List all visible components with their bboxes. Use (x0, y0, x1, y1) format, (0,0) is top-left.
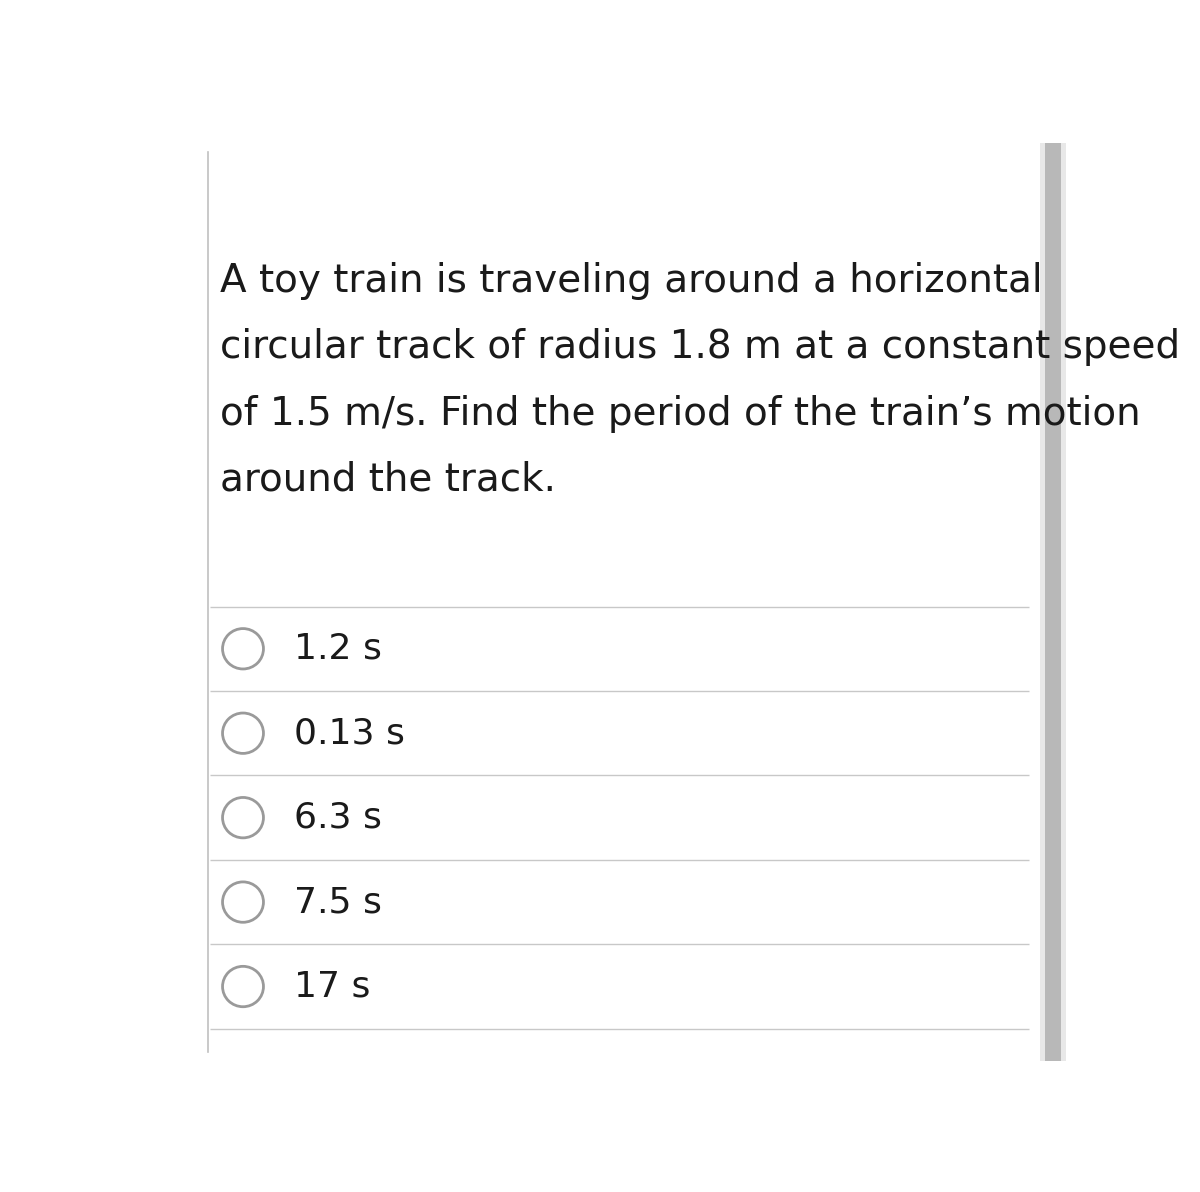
Text: around the track.: around the track. (220, 460, 556, 498)
Text: 17 s: 17 s (294, 969, 371, 1004)
Text: 1.2 s: 1.2 s (294, 632, 382, 666)
Text: 0.13 s: 0.13 s (294, 716, 406, 750)
Text: circular track of radius 1.8 m at a constant speed: circular track of radius 1.8 m at a cons… (220, 329, 1180, 366)
Text: 6.3 s: 6.3 s (294, 801, 382, 834)
Text: 7.5 s: 7.5 s (294, 886, 382, 919)
Text: of 1.5 m/s. Find the period of the train’s motion: of 1.5 m/s. Find the period of the train… (220, 395, 1140, 433)
Text: A toy train is traveling around a horizontal: A toy train is traveling around a horizo… (220, 262, 1043, 300)
Bar (1045, 143, 1061, 1061)
Bar (1040, 143, 1066, 1061)
